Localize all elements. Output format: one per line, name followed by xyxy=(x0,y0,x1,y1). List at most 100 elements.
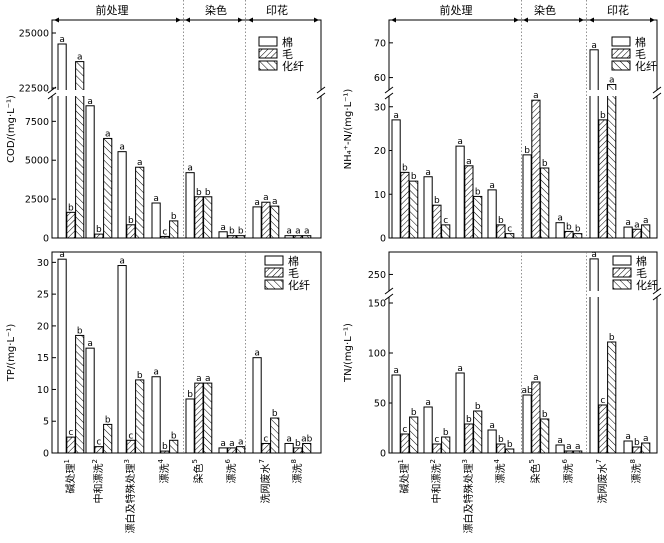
significance-letter: b xyxy=(443,428,449,438)
bar-毛 xyxy=(400,433,410,454)
bar-棉-lower xyxy=(57,93,67,239)
significance-letter: ab xyxy=(521,386,533,396)
significance-letter: b xyxy=(466,415,472,425)
x-category-label: 洗网废水7 xyxy=(258,459,272,503)
arrow-right-icon xyxy=(238,17,243,23)
significance-letter: b xyxy=(295,439,301,449)
axis-break-mark xyxy=(652,287,662,295)
y-tick-label: 10 xyxy=(374,190,386,201)
bar-化纤 xyxy=(203,196,213,239)
bar-毛 xyxy=(531,381,541,454)
section-label-printing: 印花 xyxy=(607,4,629,17)
significance-letter: a xyxy=(393,366,399,376)
significance-letter: a xyxy=(533,373,539,383)
y-tick-label: 50 xyxy=(374,399,386,410)
significance-letter: a xyxy=(59,250,65,260)
section-label-printing: 印花 xyxy=(266,4,288,17)
bar-棉 xyxy=(252,357,262,454)
axis-break-gap xyxy=(653,90,661,96)
bar-化纤 xyxy=(505,233,515,239)
significance-letter: a xyxy=(425,168,431,178)
significance-letter: b xyxy=(272,409,278,419)
bar-棉 xyxy=(252,206,262,239)
significance-letter: a xyxy=(187,164,193,174)
bar-毛 xyxy=(400,171,410,239)
bar-化纤 xyxy=(409,180,419,239)
significance-letter: a xyxy=(137,158,143,168)
bar-棉-upper xyxy=(57,43,67,93)
bar-毛 xyxy=(293,235,303,239)
y-tick-label: 25 xyxy=(37,290,49,301)
legend-swatch xyxy=(612,267,632,278)
significance-letter: a xyxy=(229,439,235,449)
bar-毛 xyxy=(160,450,170,454)
bar-化纤 xyxy=(441,436,451,454)
bar-棉 xyxy=(57,258,67,454)
significance-letter: b xyxy=(196,188,202,198)
bar-棉 xyxy=(623,226,633,239)
significance-letter: a xyxy=(286,227,292,237)
bar-化纤 xyxy=(203,382,213,454)
significance-letter: b xyxy=(542,159,548,169)
significance-letter: a xyxy=(119,143,125,153)
bar-化纤 xyxy=(236,446,246,454)
y-tick-label: 100 xyxy=(368,349,386,360)
significance-letter: b xyxy=(498,435,504,445)
y-tick-label: 30 xyxy=(37,258,49,269)
y-tick-label: 7500 xyxy=(25,117,49,128)
bar-棉 xyxy=(623,440,633,454)
y-tick-label: 0 xyxy=(43,449,49,460)
significance-letter: a xyxy=(634,220,640,230)
bar-化纤 xyxy=(641,224,651,239)
significance-letter: c xyxy=(162,227,167,237)
significance-letter: b xyxy=(411,408,417,418)
significance-letter: a xyxy=(272,197,278,207)
bar-毛 xyxy=(160,235,170,239)
bar-化纤 xyxy=(103,137,113,239)
significance-letter: a xyxy=(77,53,83,63)
significance-letter: a xyxy=(533,91,539,101)
significance-letter: b xyxy=(507,440,513,450)
x-category-label: 染色5 xyxy=(191,459,205,483)
bar-毛 xyxy=(598,404,608,454)
bar-毛 xyxy=(94,446,104,454)
significance-letter: a xyxy=(220,439,226,449)
significance-letter: a xyxy=(254,198,260,208)
axis-break-mark xyxy=(652,86,662,94)
significance-letter: c xyxy=(128,431,133,441)
bar-毛 xyxy=(531,99,541,239)
significance-letter: b xyxy=(238,227,244,237)
legend-swatch xyxy=(258,36,278,47)
significance-letter: b xyxy=(402,163,408,173)
significance-letter: b xyxy=(524,146,530,156)
bar-毛 xyxy=(564,450,574,454)
significance-letter: a xyxy=(393,111,399,121)
significance-letter: a xyxy=(591,41,597,51)
axis-break-mark xyxy=(47,92,57,100)
x-category-label: 染色5 xyxy=(528,459,542,483)
bar-毛 xyxy=(261,201,271,239)
legend-label: 毛 xyxy=(635,48,646,61)
bar-棉 xyxy=(423,176,433,239)
bar-棉-upper xyxy=(589,258,599,295)
legend-swatch xyxy=(611,36,631,47)
legend-swatch xyxy=(611,48,631,59)
significance-letter: a xyxy=(625,432,631,442)
bar-棉-upper xyxy=(589,49,599,93)
arrow-left-icon xyxy=(391,17,396,23)
bar-棉 xyxy=(117,151,127,239)
legend-label: 棉 xyxy=(635,35,646,49)
bar-化纤 xyxy=(75,334,85,454)
legend-label: 化纤 xyxy=(636,278,658,292)
bar-棉 xyxy=(151,376,161,454)
bar-棉 xyxy=(85,105,95,239)
significance-letter: b xyxy=(68,203,74,213)
significance-letter: b xyxy=(566,222,572,232)
bar-棉 xyxy=(555,222,565,239)
bar-化纤 xyxy=(270,205,280,239)
section-label-dyeing: 染色 xyxy=(205,3,227,17)
significance-letter: c xyxy=(600,396,605,406)
significance-letter: a xyxy=(489,181,495,191)
